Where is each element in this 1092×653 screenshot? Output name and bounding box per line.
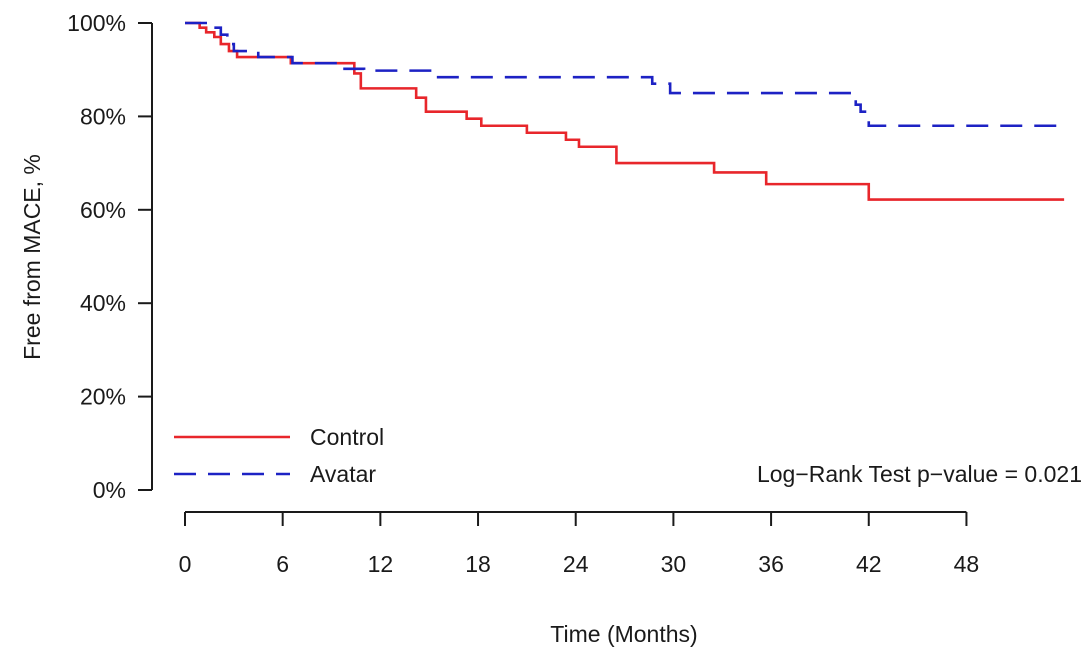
y-tick-label: 100%: [67, 10, 126, 36]
x-tick-label: 36: [758, 551, 784, 577]
legend-label-control: Control: [310, 424, 384, 450]
legend-label-avatar: Avatar: [310, 461, 376, 487]
ticks: 0% 20% 40% 60% 80% 100% 0 6 12 18 24 30 36 42 48: [67, 10, 979, 577]
axes: [151, 23, 967, 513]
y-tick-label: 0%: [93, 477, 126, 503]
series-line-control: [185, 21, 1065, 201]
y-tick-label: 40%: [80, 290, 126, 316]
y-tick-label: 60%: [80, 197, 126, 223]
x-tick-label: 42: [856, 551, 882, 577]
x-tick-label: 18: [465, 551, 491, 577]
x-tick-label: 24: [563, 551, 589, 577]
x-tick-label: 30: [661, 551, 687, 577]
x-axis-title: Time (Months): [550, 621, 697, 647]
x-tick-label: 12: [368, 551, 394, 577]
legend: Control Avatar: [174, 424, 384, 487]
series-line-avatar: [185, 21, 1065, 128]
log-rank-annotation: Log−Rank Test p−value = 0.021: [757, 461, 1082, 487]
x-tick-label: 48: [954, 551, 980, 577]
x-tick-label: 6: [276, 551, 289, 577]
x-tick-label: 0: [179, 551, 192, 577]
series: [185, 21, 1065, 201]
y-axis-title: Free from MACE, %: [19, 154, 45, 360]
y-tick-label: 80%: [80, 103, 126, 129]
y-tick-label: 20%: [80, 384, 126, 410]
